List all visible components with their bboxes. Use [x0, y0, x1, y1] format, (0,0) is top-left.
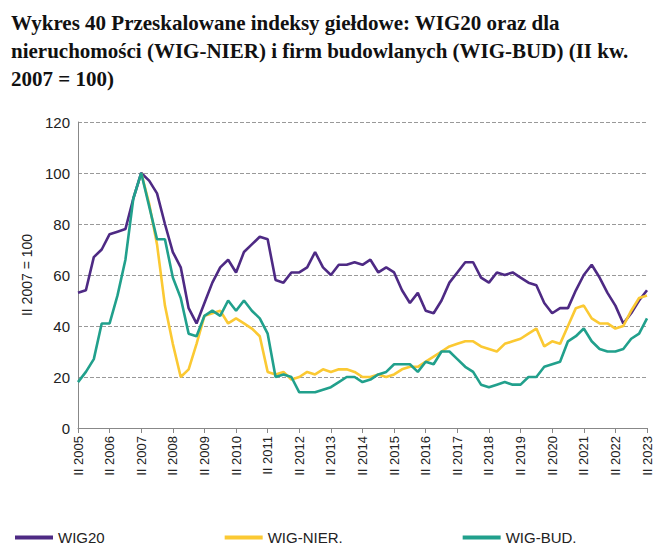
svg-text:II 2007: II 2007	[134, 436, 149, 476]
svg-text:II 2019: II 2019	[513, 436, 528, 476]
svg-text:60: 60	[53, 267, 70, 284]
svg-text:II 2015: II 2015	[387, 436, 402, 476]
svg-text:II 2013: II 2013	[323, 436, 338, 476]
svg-text:20: 20	[53, 369, 70, 386]
svg-text:II 2022: II 2022	[608, 436, 623, 476]
svg-text:nieruchomości (WIG-NIER) i fir: nieruchomości (WIG-NIER) i firm budowlan…	[11, 39, 633, 63]
svg-text:II 2021: II 2021	[576, 436, 591, 476]
svg-text:II 2012: II 2012	[292, 436, 307, 476]
svg-text:120: 120	[45, 114, 70, 131]
svg-text:II 2020: II 2020	[545, 436, 560, 476]
svg-text:II 2008: II 2008	[165, 436, 180, 476]
svg-text:II 2007 = 100: II 2007 = 100	[19, 234, 35, 316]
svg-text:II 2009: II 2009	[197, 436, 212, 476]
svg-text:II 2011: II 2011	[260, 436, 275, 475]
svg-text:Wykres 40 Przeskalowane indeks: Wykres 40 Przeskalowane indeksy giełdowe…	[11, 11, 565, 35]
svg-text:WIG20: WIG20	[58, 529, 105, 546]
svg-text:80: 80	[53, 216, 70, 233]
svg-text:II 2016: II 2016	[418, 436, 433, 476]
svg-text:II 2010: II 2010	[229, 436, 244, 476]
svg-text:II 2018: II 2018	[481, 436, 496, 476]
svg-text:II 2005: II 2005	[71, 436, 86, 476]
svg-text:II 2014: II 2014	[355, 436, 370, 476]
svg-text:II 2017: II 2017	[450, 436, 465, 476]
svg-text:WIG-BUD.: WIG-BUD.	[506, 529, 577, 546]
svg-text:II 2023: II 2023	[640, 436, 655, 476]
svg-text:WIG-NIER.: WIG-NIER.	[268, 529, 343, 546]
svg-text:100: 100	[45, 165, 70, 182]
svg-text:2007 = 100): 2007 = 100)	[11, 67, 114, 91]
svg-text:0: 0	[62, 420, 70, 437]
svg-text:II 2006: II 2006	[102, 436, 117, 476]
svg-text:40: 40	[53, 318, 70, 335]
